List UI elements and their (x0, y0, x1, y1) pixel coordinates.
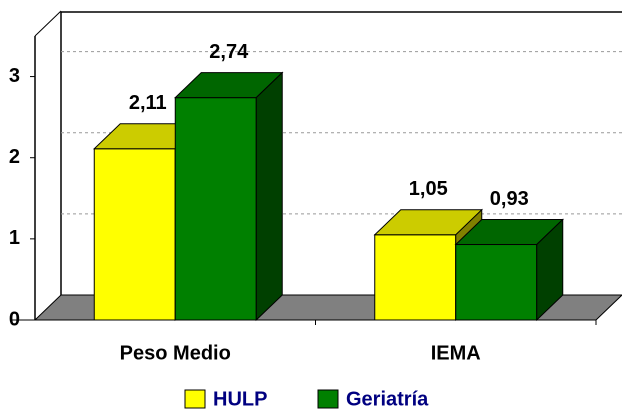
value-label: 2,74 (209, 41, 249, 63)
value-label: 2,11 (129, 92, 167, 114)
bar-side (255, 71, 283, 322)
x-tick-label: Peso Medio (120, 342, 231, 364)
value-label: 1,05 (409, 178, 448, 200)
legend-swatch (317, 389, 339, 409)
bar-front (374, 234, 457, 321)
y-tick-label: 1 (9, 227, 20, 249)
value-label: 0,93 (490, 188, 529, 210)
bar-side (536, 218, 564, 322)
bar-front (93, 148, 176, 321)
bar-front (174, 97, 257, 321)
bar-front (455, 244, 538, 321)
legend-label: HULP (213, 388, 267, 410)
legend-label: Geriatría (346, 388, 429, 410)
y-tick-label: 2 (9, 146, 20, 168)
legend-swatch (184, 389, 206, 409)
y-axis-depth (34, 10, 62, 37)
y-tick-label: 3 (9, 65, 20, 87)
x-tick-label: IEMA (431, 342, 481, 364)
y-tick-label: 0 (9, 308, 20, 330)
